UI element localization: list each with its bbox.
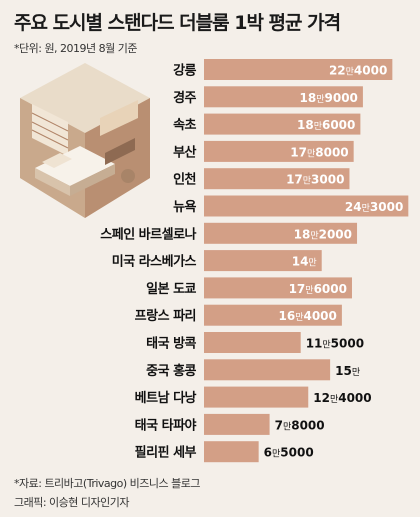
category-label-3: 부산 — [173, 144, 196, 160]
value-label-3: 17만8000 — [290, 145, 348, 159]
bar-1 — [204, 86, 363, 108]
category-label-12: 베트남 다낭 — [135, 390, 197, 406]
room-illustration — [20, 63, 150, 218]
unit-note: *단위: 원, 2019년 8월 기준 — [14, 42, 138, 55]
category-label-0: 강릉 — [173, 63, 196, 79]
bar-8 — [204, 277, 352, 299]
bar-4 — [204, 168, 350, 190]
bar-6 — [204, 222, 358, 244]
bar-5 — [204, 195, 409, 217]
value-label-0: 22만4000 — [329, 64, 387, 78]
value-label-6: 18만2000 — [294, 227, 352, 241]
category-label-10: 태국 방콕 — [146, 336, 196, 352]
bar-3 — [204, 140, 354, 162]
credit-note: 그래픽: 이승현 디자인기자 — [14, 496, 130, 509]
value-label-8: 17만6000 — [289, 282, 347, 296]
bar-13 — [204, 413, 270, 435]
value-label-9: 16만4000 — [279, 309, 337, 323]
bar-12 — [204, 386, 309, 408]
category-label-8: 일본 도쿄 — [146, 282, 196, 297]
value-label-7: 14만 — [292, 255, 317, 269]
value-label-14: 6만5000 — [264, 446, 314, 460]
bar-14 — [204, 441, 259, 463]
value-label-12: 12만4000 — [313, 391, 371, 405]
value-label-5: 24만3000 — [345, 200, 403, 214]
value-label-2: 18만6000 — [297, 118, 355, 132]
category-label-7: 미국 라스베가스 — [112, 254, 197, 270]
bar-0 — [204, 59, 393, 80]
category-label-14: 필리핀 세부 — [135, 445, 197, 461]
source-note: *자료: 트리바고(Trivago) 비즈니스 블로그 — [14, 477, 200, 490]
category-label-9: 프랑스 파리 — [135, 308, 196, 324]
value-label-10: 11만5000 — [306, 337, 364, 351]
category-label-6: 스페인 바르셀로나 — [100, 226, 196, 242]
category-label-1: 경주 — [173, 90, 196, 106]
value-label-13: 7만8000 — [275, 418, 325, 432]
bar-11 — [204, 359, 331, 381]
value-label-1: 18만9000 — [300, 91, 358, 105]
bar-10 — [204, 332, 301, 353]
category-label-4: 인천 — [173, 172, 196, 188]
value-label-4: 17만3000 — [286, 173, 344, 187]
chart-title: 주요 도시별 스탠다드 더블룸 1박 평균 가격 — [14, 12, 341, 34]
category-label-5: 뉴욕 — [173, 199, 196, 215]
bar-9 — [204, 304, 342, 326]
category-label-2: 속초 — [173, 118, 196, 133]
value-label-11: 15만 — [335, 364, 360, 378]
category-label-11: 중국 홍콩 — [146, 363, 196, 379]
category-label-13: 태국 타파야 — [135, 417, 197, 433]
bar-2 — [204, 113, 361, 135]
bar-7 — [204, 250, 322, 272]
